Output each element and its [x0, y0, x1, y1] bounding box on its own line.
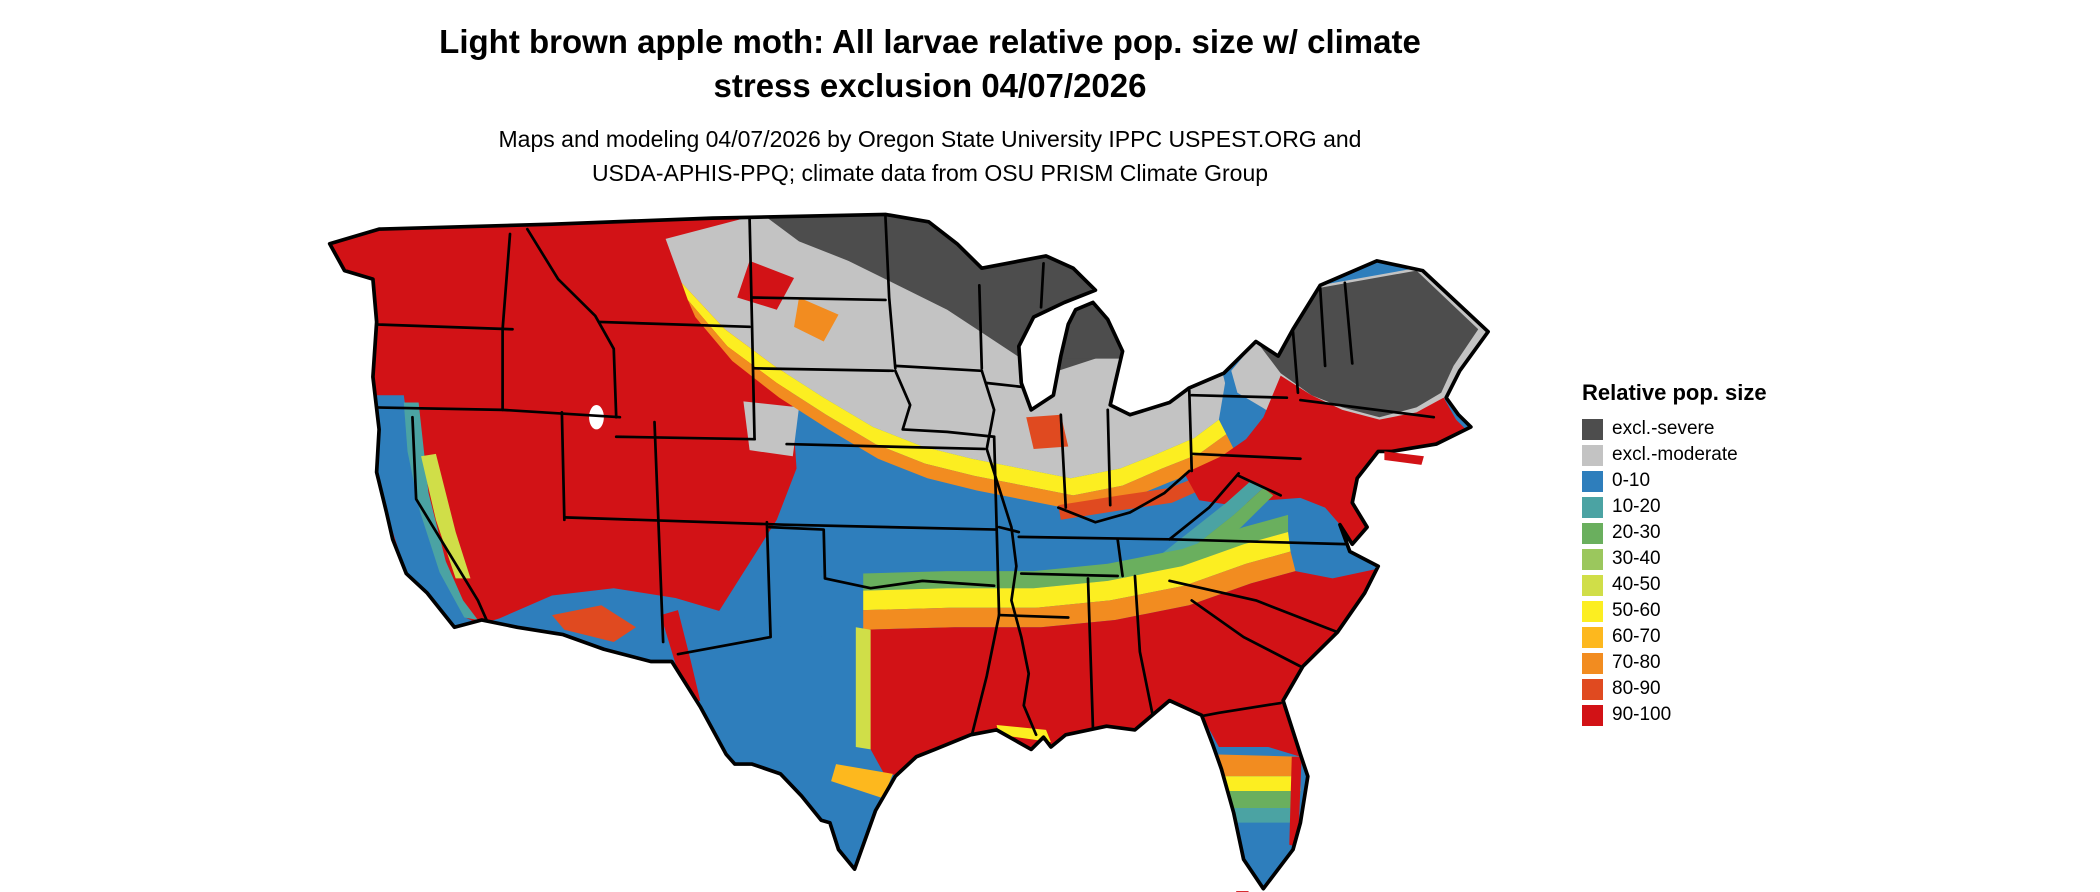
page-title: Light brown apple moth: All larvae relat… — [230, 20, 1630, 108]
region-nm-red-streak — [660, 610, 701, 706]
legend-label: excl.-severe — [1612, 418, 1715, 439]
region-south-red — [863, 568, 1379, 777]
us-map — [305, 212, 1540, 892]
title-line-1: Light brown apple moth: All larvae relat… — [439, 23, 1421, 60]
legend-row: 90-100 — [1582, 702, 1767, 728]
band-florida-orange — [1213, 754, 1301, 777]
legend-label: 10-20 — [1612, 496, 1661, 517]
band-north-orange — [687, 299, 1234, 511]
legend-row: 60-70 — [1582, 624, 1767, 650]
band-south-green — [863, 514, 1289, 591]
legend-label: 60-70 — [1612, 626, 1661, 647]
subtitle-line-2: USDA-APHIS-PPQ; climate data from OSU PR… — [591, 160, 1269, 186]
great-salt-lake — [589, 404, 604, 430]
legend-row: 70-80 — [1582, 650, 1767, 676]
legend-swatch-40-50 — [1582, 574, 1603, 596]
legend-row: excl.-severe — [1582, 416, 1767, 442]
band-florida-teal — [1227, 808, 1300, 823]
legend-row: 0-10 — [1582, 468, 1767, 494]
map-color-regions — [329, 214, 1489, 889]
legend-swatch-10-20 — [1582, 496, 1603, 518]
region-northeast-dark-gray — [1258, 270, 1479, 418]
legend-swatch-excl-severe — [1582, 418, 1603, 440]
legend-swatch-90-100 — [1582, 704, 1603, 726]
band-north-yellow — [681, 282, 1227, 496]
legend-row: 20-30 — [1582, 520, 1767, 546]
strip-texas-transition-yellow — [855, 627, 871, 750]
legend-row: 80-90 — [1582, 676, 1767, 702]
strip-south-texas-orange — [831, 764, 893, 799]
state-borders — [371, 215, 1436, 737]
region-sierra-yellow — [421, 453, 471, 579]
region-ca-coast-blue — [375, 395, 481, 628]
band-florida-yellow — [1218, 776, 1301, 791]
legend-label: 40-50 — [1612, 574, 1661, 595]
page-subtitle: Maps and modeling 04/07/2026 by Oregon S… — [230, 122, 1630, 190]
region-wyoming-gray-patch — [743, 401, 799, 457]
legend-title: Relative pop. size — [1582, 380, 1767, 405]
legend-row: 10-20 — [1582, 494, 1767, 520]
band-south-orange — [863, 551, 1296, 630]
legend-swatch-0-10 — [1582, 470, 1603, 492]
legend-label: 20-30 — [1612, 522, 1661, 543]
band-south-yellow — [863, 532, 1291, 611]
legend-label: excl.-moderate — [1612, 444, 1738, 465]
legend-swatch-30-40 — [1582, 548, 1603, 570]
legend-row: 40-50 — [1582, 572, 1767, 598]
region-chicago-red — [1026, 414, 1069, 449]
us-outline — [327, 212, 1490, 891]
legend-swatch-80-90 — [1582, 678, 1603, 700]
band-ohio-valley-red — [1058, 473, 1222, 520]
strip-gulf-yellow — [996, 725, 1051, 743]
region-dakota-orange-patch — [794, 297, 839, 342]
legend-row: 50-60 — [1582, 598, 1767, 624]
legend-label: 50-60 — [1612, 600, 1661, 621]
region-south-florida-blue — [1231, 815, 1298, 889]
legend-swatch-50-60 — [1582, 600, 1603, 622]
legend-row: 30-40 — [1582, 546, 1767, 572]
legend: Relative pop. size excl.-severe excl.-mo… — [1582, 380, 1767, 728]
legend-row: excl.-moderate — [1582, 442, 1767, 468]
legend-label: 0-10 — [1612, 470, 1651, 491]
region-mid-atlantic-red — [1184, 375, 1466, 545]
subtitle-line-1: Maps and modeling 04/07/2026 by Oregon S… — [498, 126, 1362, 152]
legend-swatch-70-80 — [1582, 652, 1603, 674]
title-line-2: stress exclusion 04/07/2026 — [713, 67, 1147, 104]
legend-label: 90-100 — [1612, 704, 1672, 725]
legend-label: 80-90 — [1612, 678, 1661, 699]
legend-label: 30-40 — [1612, 548, 1661, 569]
region-southwest-blue — [490, 588, 869, 870]
long-island — [1384, 451, 1424, 465]
us-map-svg — [327, 212, 1490, 892]
legend-swatch-excl-moderate — [1582, 444, 1603, 466]
region-az-orange-streak — [552, 605, 636, 642]
legend-swatch-20-30 — [1582, 522, 1603, 544]
legend-label: 70-80 — [1612, 652, 1661, 673]
band-florida-green — [1223, 790, 1301, 809]
legend-swatch-60-70 — [1582, 626, 1603, 648]
